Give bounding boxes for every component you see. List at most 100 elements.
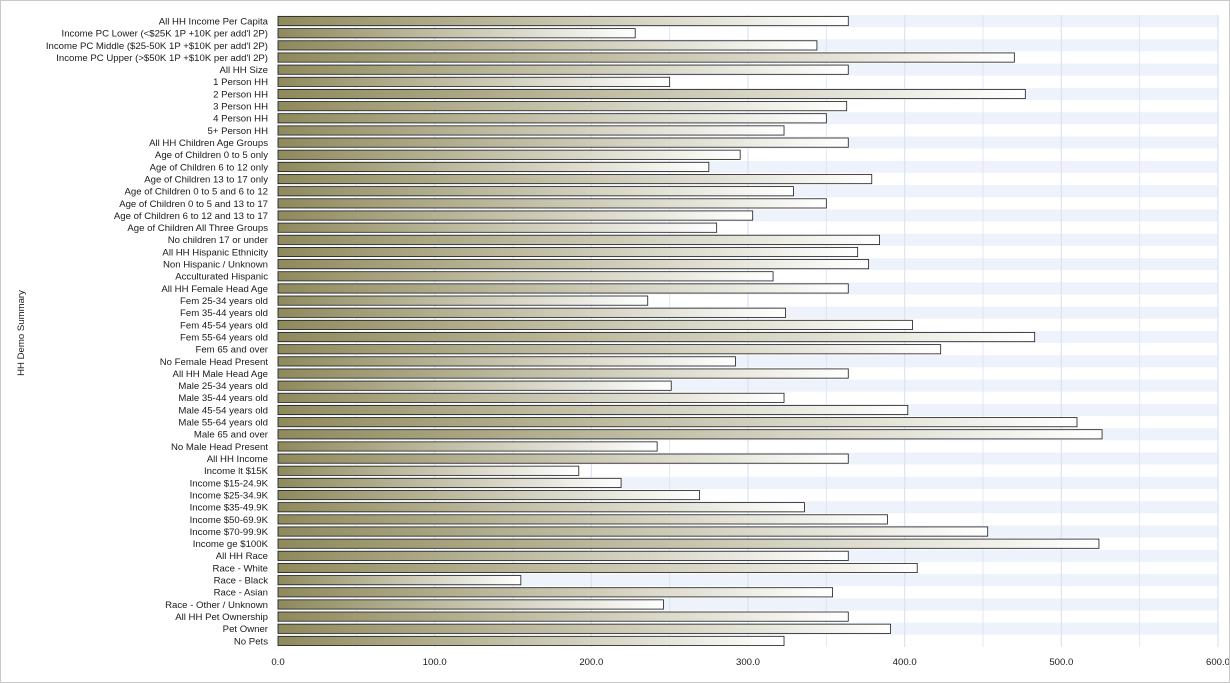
bar	[277, 623, 891, 634]
bar	[277, 441, 658, 452]
category-label: All HH Children Age Groups	[149, 138, 268, 149]
category-label: No children 17 or under	[168, 235, 269, 246]
bar	[277, 16, 849, 27]
category-label: Non Hispanic / Unknown	[163, 260, 268, 271]
category-label: All HH Income Per Capita	[159, 16, 269, 27]
bar	[277, 246, 859, 258]
category-label: All HH Pet Ownership	[175, 612, 268, 623]
category-label: Fem 65 and over	[195, 345, 268, 356]
bar	[277, 344, 942, 355]
bar	[277, 161, 710, 172]
bar	[277, 635, 785, 646]
category-label: Male 45-54 years old	[178, 405, 268, 416]
category-label: No Female Head Present	[160, 357, 269, 368]
category-label: Male 35-44 years old	[178, 393, 268, 404]
category-label: Income $15-24.9K	[190, 478, 269, 489]
bar	[277, 575, 522, 586]
bar	[277, 611, 849, 622]
x-tick-label: 100.0	[423, 657, 447, 668]
category-label: Fem 55-64 years old	[180, 332, 268, 343]
category-label: Age of Children 6 to 12 only	[150, 162, 269, 173]
category-label: No Pets	[234, 636, 268, 647]
category-label: Income $25-34.9K	[190, 490, 269, 501]
bar	[277, 76, 671, 87]
bars	[277, 16, 1103, 646]
bar	[277, 28, 636, 39]
bar	[277, 526, 989, 537]
bar	[277, 392, 785, 403]
category-label: Fem 25-34 years old	[180, 296, 268, 307]
category-label: Male 55-64 years old	[178, 418, 268, 429]
category-label: All HH Hispanic Ethnicity	[162, 247, 268, 258]
bar	[277, 587, 833, 598]
category-label: Income $70-99.9K	[190, 527, 269, 538]
bar	[277, 514, 888, 525]
category-label: Race - Asian	[214, 588, 268, 599]
bar	[277, 356, 736, 367]
category-label: Age of Children 6 to 12 and 13 to 17	[114, 211, 268, 222]
category-label: Age of Children 0 to 5 and 13 to 17	[119, 199, 268, 210]
bar	[277, 490, 700, 501]
bar	[277, 295, 649, 306]
category-label: Age of Children All Three Groups	[127, 223, 268, 234]
x-tick-label: 300.0	[736, 657, 760, 668]
bar	[277, 222, 718, 233]
category-label: 1 Person HH	[213, 77, 268, 88]
category-labels: All HH Income Per Capita Income PC Lower …	[46, 16, 269, 647]
bar	[277, 502, 805, 513]
category-label: Income $35-49.9K	[190, 503, 269, 514]
category-label: All HH Male Head Age	[173, 369, 268, 380]
bar	[277, 234, 880, 245]
category-label: Fem 45-54 years old	[180, 320, 268, 331]
bar	[277, 137, 849, 148]
y-axis-title: HH Demo Summary	[16, 290, 27, 376]
category-label: Male 65 and over	[194, 430, 269, 441]
category-label: All HH Female Head Age	[161, 284, 268, 295]
bar	[277, 271, 774, 282]
x-tick-labels: 0.0 100.0 200.0 300.0 400.0 500.0 600.0	[271, 657, 1229, 668]
category-label: All HH Race	[216, 551, 268, 562]
x-tick-label: 500.0	[1049, 657, 1073, 668]
bar	[277, 113, 827, 124]
bar	[277, 283, 849, 294]
category-label: All HH Size	[219, 65, 268, 76]
category-label: Income ge $100K	[193, 539, 269, 550]
bar	[277, 259, 870, 270]
category-label: 2 Person HH	[213, 89, 268, 100]
bar	[277, 174, 873, 185]
bar	[277, 380, 672, 391]
bar	[277, 599, 664, 610]
category-label: Race - Black	[214, 576, 269, 587]
category-label: Income PC Upper (>$50K 1P +$10K per add'…	[56, 53, 268, 64]
bar	[277, 453, 849, 464]
category-label: Acculturated Hispanic	[175, 272, 268, 283]
category-label: All HH Income	[207, 454, 268, 465]
category-label: Income $50-69.9K	[190, 515, 269, 526]
category-label: Age of Children 13 to 17 only	[144, 174, 268, 185]
bar	[277, 88, 1026, 100]
category-label: Male 25-34 years old	[178, 381, 268, 392]
category-label: Race - Other / Unknown	[165, 600, 268, 611]
x-tick-label: 200.0	[579, 657, 603, 668]
bar	[277, 368, 849, 379]
category-label: Pet Owner	[223, 624, 269, 635]
bar	[277, 550, 849, 561]
category-label: 3 Person HH	[213, 102, 268, 113]
bar	[277, 198, 827, 209]
bar	[277, 40, 818, 51]
bar	[277, 417, 1078, 428]
bar	[277, 562, 918, 574]
bar	[277, 477, 622, 488]
x-tick-label: 400.0	[893, 657, 917, 668]
bar	[277, 101, 848, 112]
bar	[277, 52, 1015, 63]
category-label: 4 Person HH	[213, 114, 268, 125]
bar	[277, 538, 1100, 549]
bar	[277, 149, 741, 160]
category-label: Fem 35-44 years old	[180, 308, 268, 319]
bar	[277, 125, 785, 136]
category-label: Age of Children 0 to 5 only	[155, 150, 268, 161]
bar	[277, 319, 913, 330]
